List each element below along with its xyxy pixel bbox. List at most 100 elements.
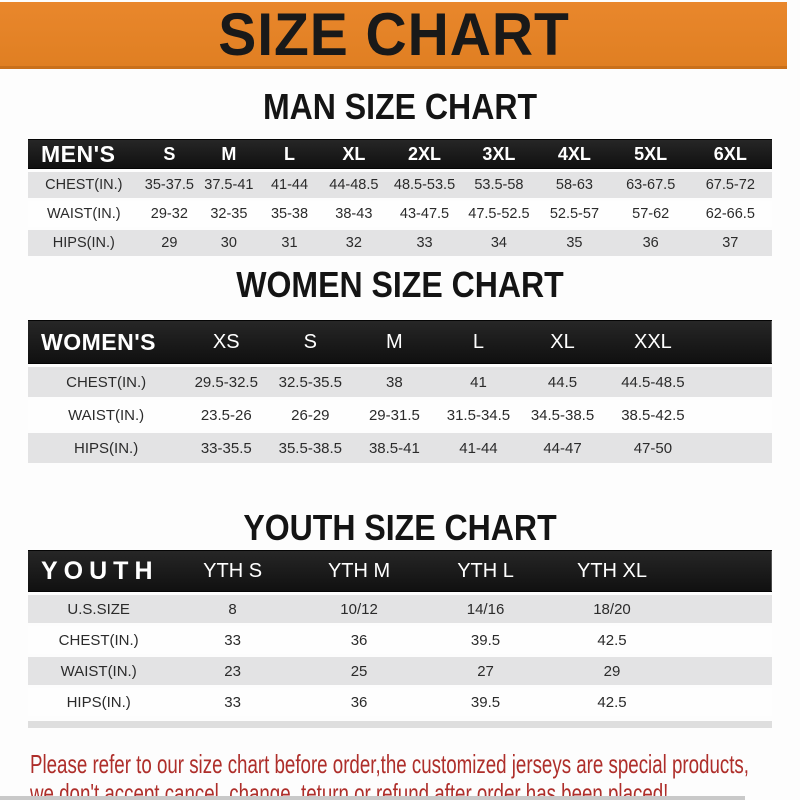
men-heading-text: MAN SIZE CHART — [262, 86, 538, 127]
measurement-row: CHEST(IN.) 29.5-32.5 32.5-35.5 38 41 44.5 44.5… — [28, 367, 772, 397]
size-value: 31.5-34.5 — [446, 406, 511, 424]
women-table-body: CHEST(IN.) 29.5-32.5 32.5-35.5 38 41 44.5 44.5… — [28, 367, 772, 463]
size-value: 39.5 — [470, 631, 501, 649]
size-value: 52.5-57 — [549, 206, 600, 222]
spacer-cell — [675, 626, 772, 654]
row-label: CHEST(IN.) — [58, 631, 139, 649]
size-value: 36 — [350, 631, 368, 649]
youth-table-body: U.S.SIZE 8 10/12 14/16 18/20 CHEST(IN.) 33 36 39… — [28, 595, 772, 716]
men-heading: MAN SIZE CHART — [0, 89, 800, 125]
row-label: CHEST(IN.) — [66, 373, 147, 391]
size-header-cell: L — [258, 139, 321, 169]
youth-header-row: YOUTH YTH S YTH M YTH L YTH XL — [28, 550, 772, 592]
men-size-table: MEN'S S M L XL 2XL 3XL 4XL 5XL 6XL CHEST(IN.) 35-3… — [28, 136, 772, 259]
size-value: 32 — [345, 235, 362, 251]
size-header-cell: 5XL — [612, 139, 689, 169]
measurement-row: CHEST(IN.) 35-37.5 37.5-41 41-44 44-48.5 48.5… — [28, 172, 772, 198]
size-value: 44.5-48.5 — [621, 373, 685, 391]
table-title-cell: WOMEN'S — [28, 320, 185, 364]
size-value: 18/20 — [593, 600, 631, 618]
spacer-cell — [701, 400, 772, 430]
size-header-cell: 6XL — [688, 139, 772, 169]
spacer-cell — [675, 550, 772, 592]
disclaimer: Please refer to our size chart before or… — [30, 750, 800, 800]
table-title-cell: MEN'S — [28, 139, 140, 169]
youth-table-header: YOUTH YTH S YTH M YTH L YTH XL — [28, 550, 772, 592]
row-label: WAIST(IN.) — [47, 206, 121, 222]
size-value: 38.5-41 — [368, 439, 420, 457]
size-value: 43-47.5 — [399, 206, 450, 222]
size-value: 37.5-41 — [204, 177, 254, 193]
size-header-cell: 2XL — [387, 139, 462, 169]
size-value: 38 — [386, 373, 403, 391]
women-size-table: WOMEN'S XS S M L XL XXL CHEST(IN.) 29.5-32.5 32.… — [28, 317, 772, 466]
size-value: 36 — [350, 693, 368, 711]
size-value: 36 — [642, 235, 659, 251]
spacer-cell — [701, 367, 772, 397]
size-header-cell: L — [436, 320, 521, 364]
size-header-cell: 4XL — [536, 139, 613, 169]
table-title-cell: YOUTH — [28, 550, 170, 592]
women-table-header: WOMEN'S XS S M L XL XXL — [28, 320, 772, 364]
size-value: 30 — [220, 235, 237, 251]
size-value: 35-38 — [270, 206, 309, 222]
size-value: 62-66.5 — [705, 206, 755, 222]
size-value: 38-43 — [335, 206, 373, 222]
size-value: 33 — [224, 631, 241, 649]
size-value: 8 — [228, 600, 237, 618]
size-header-cell: M — [199, 139, 259, 169]
banner-title: SIZE CHART — [217, 0, 570, 68]
size-value: 41-44 — [270, 177, 309, 193]
size-value: 38.5-42.5 — [621, 406, 685, 424]
size-value: 14/16 — [466, 600, 505, 618]
disclaimer-line-2: we don't accept cancel, change, teturn o… — [30, 778, 669, 800]
row-label: CHEST(IN.) — [45, 177, 123, 193]
measurement-row: CHEST(IN.) 33 36 39.5 42.5 — [28, 626, 772, 654]
size-value: 47-50 — [633, 439, 673, 457]
size-value: 47.5-52.5 — [468, 206, 530, 222]
measurement-row: U.S.SIZE 8 10/12 14/16 18/20 — [28, 595, 772, 623]
measurement-row: WAIST(IN.) 29-32 32-35 35-38 38-43 43-47.5 47.… — [28, 201, 772, 227]
measurement-row: HIPS(IN.) 29 30 31 32 33 34 35 36 37 — [28, 230, 772, 256]
size-header-cell: XS — [184, 320, 269, 364]
spacer-cell — [701, 433, 772, 463]
size-header-cell: S — [268, 320, 353, 364]
size-value: 34 — [490, 235, 507, 251]
row-label: HIPS(IN.) — [66, 693, 131, 711]
size-value: 25 — [350, 662, 368, 680]
size-header-cell: 3XL — [461, 139, 537, 169]
row-label: HIPS(IN.) — [74, 439, 139, 457]
size-header-cell: XL — [520, 320, 605, 364]
youth-section: YOUTH SIZE CHART YOUTH YTH S YTH M YTH L YTH… — [0, 510, 800, 728]
size-value: 39.5 — [470, 693, 501, 711]
size-value: 33-35.5 — [200, 439, 252, 457]
size-value: 31 — [281, 235, 298, 251]
size-value: 42.5 — [597, 693, 627, 711]
size-value: 26-29 — [291, 406, 330, 424]
size-value: 44-47 — [543, 439, 582, 457]
size-value: 32.5-35.5 — [278, 373, 343, 391]
size-value: 44.5 — [547, 373, 578, 391]
size-value: 29 — [161, 235, 178, 251]
women-section: WOMEN SIZE CHART WOMEN'S XS S M L XL XXL CHEST… — [0, 267, 800, 466]
size-value: 48.5-53.5 — [393, 177, 456, 193]
men-section: MAN SIZE CHART MEN'S S M L XL 2XL 3XL 4XL 5XL 6XL… — [0, 89, 800, 259]
row-label: WAIST(IN.) — [68, 406, 145, 424]
youth-heading-text: YOUTH SIZE CHART — [243, 507, 557, 548]
size-value: 33 — [416, 235, 433, 251]
size-value: 41 — [470, 373, 487, 391]
size-value: 57-62 — [632, 206, 670, 222]
size-header-cell: YTH M — [295, 550, 423, 592]
women-header-row: WOMEN'S XS S M L XL XXL — [28, 320, 772, 364]
men-table-body: CHEST(IN.) 35-37.5 37.5-41 41-44 44-48.5 48.5… — [28, 172, 772, 256]
size-value: 37 — [722, 235, 739, 251]
size-value: 23 — [224, 662, 241, 680]
size-value: 42.5 — [597, 631, 627, 649]
banner: SIZE CHART — [0, 0, 787, 69]
size-header-cell: S — [139, 139, 200, 169]
measurement-row: WAIST(IN.) 23.5-26 26-29 29-31.5 31.5-34.5 34… — [28, 400, 772, 430]
size-value: 23.5-26 — [200, 406, 252, 424]
youth-size-table: YOUTH YTH S YTH M YTH L YTH XL U.S.SIZE 8 10/1… — [28, 547, 772, 719]
spacer-cell — [675, 595, 772, 623]
